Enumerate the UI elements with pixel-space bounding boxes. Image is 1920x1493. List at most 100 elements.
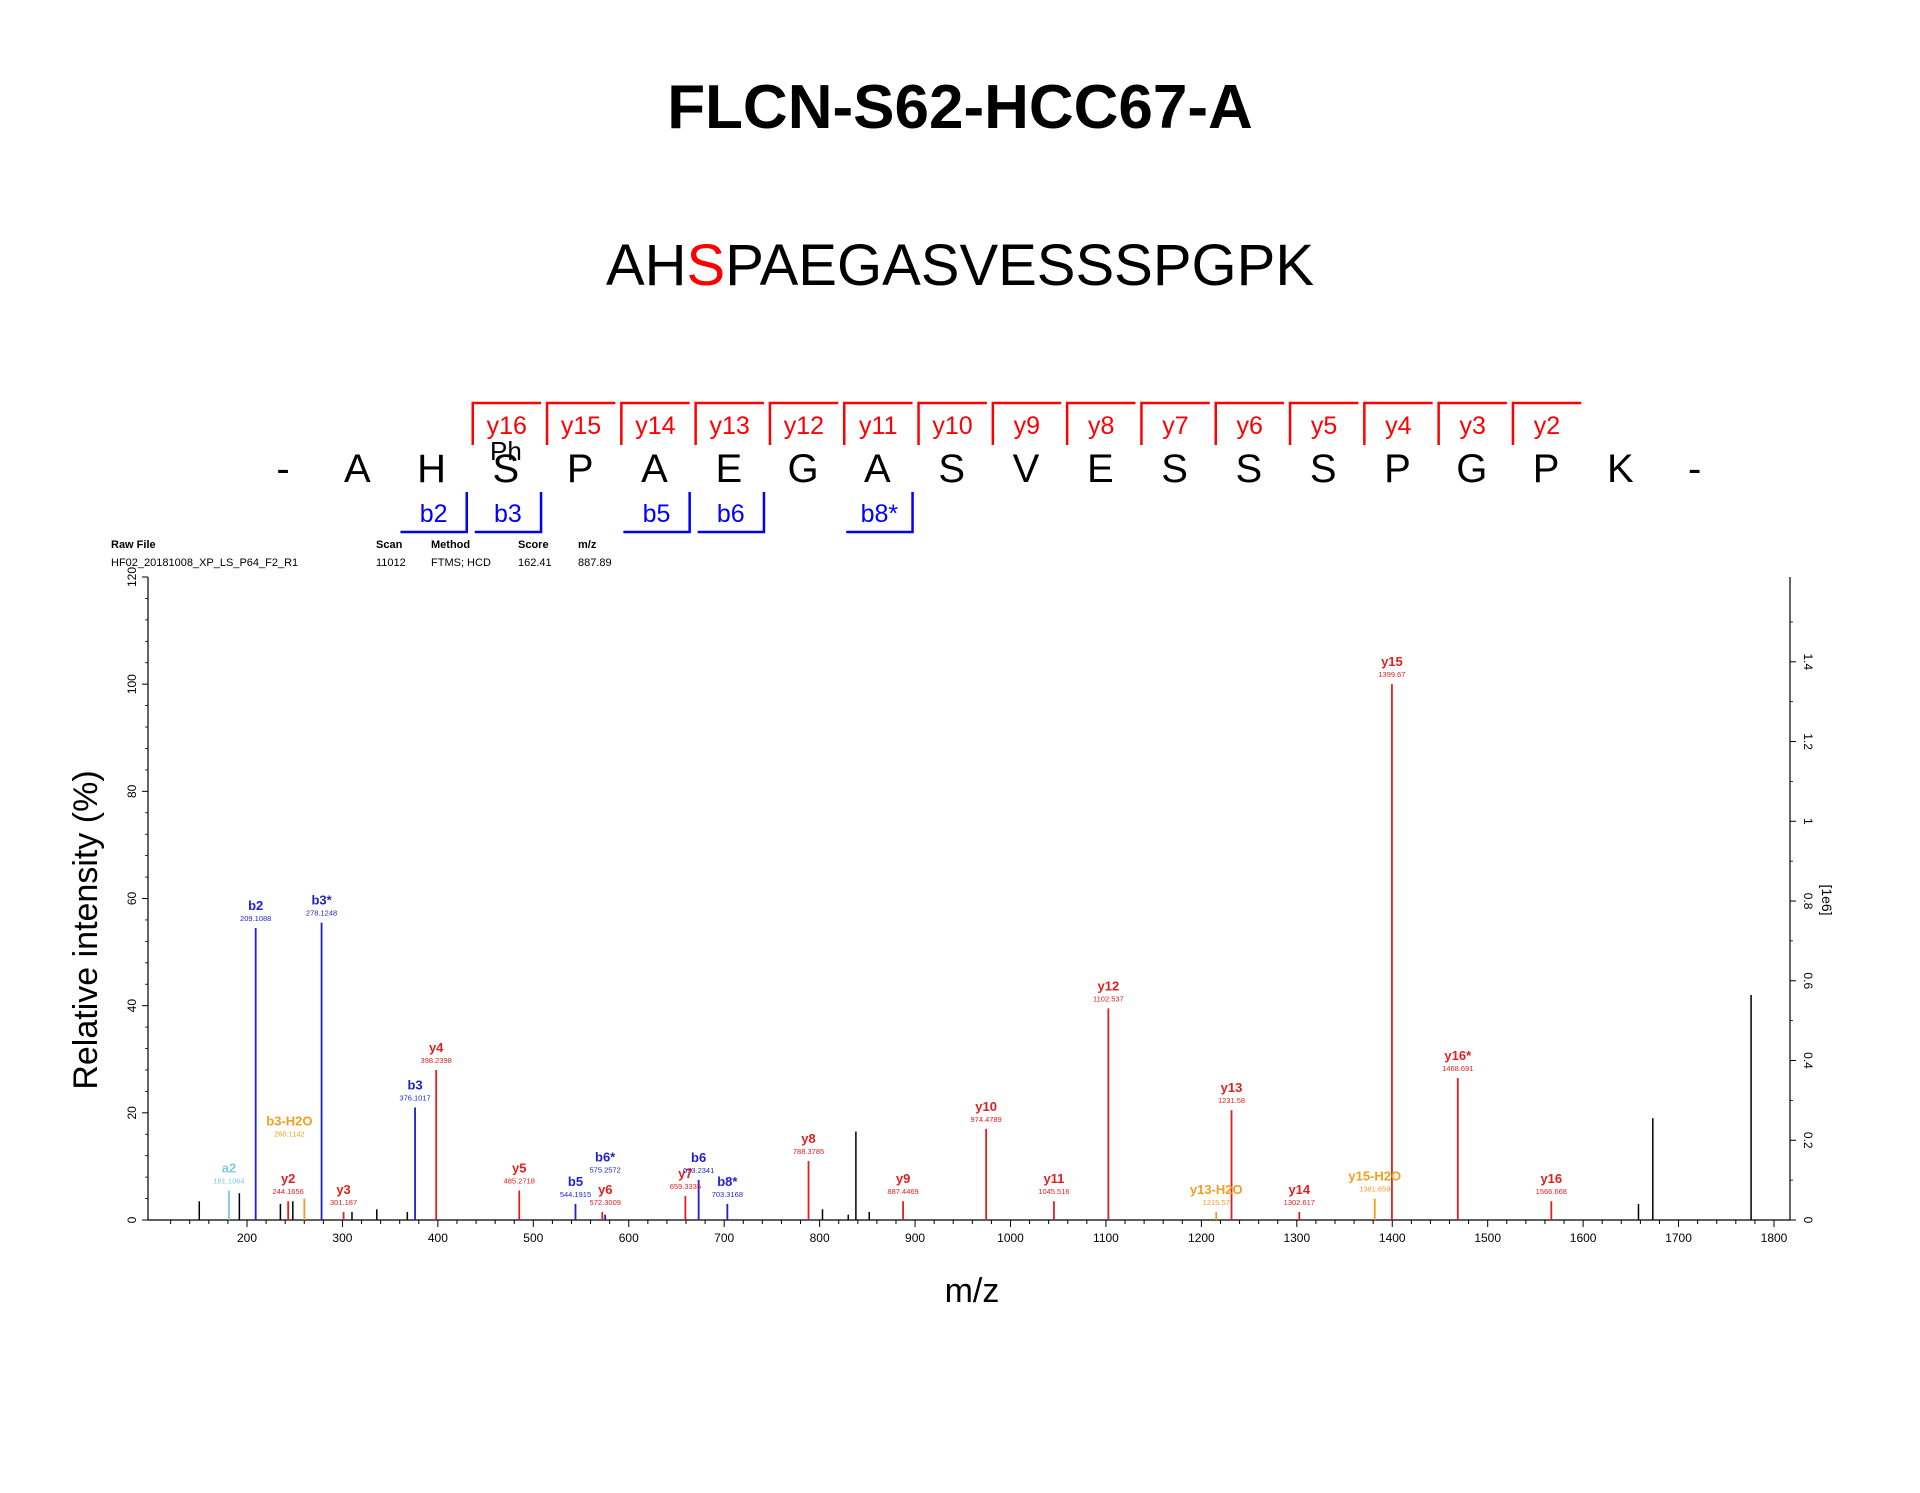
peak-ion-label: y13	[1221, 1080, 1243, 1095]
y-bracket-y5	[1288, 401, 1359, 445]
peak-mass-label: 1566.668	[1536, 1187, 1567, 1196]
y-ion-label-y13: y13	[709, 412, 749, 440]
peak-ion-label: y12	[1098, 978, 1120, 993]
y-ion-label-y5: y5	[1311, 412, 1337, 440]
x-tick-label: 1300	[1283, 1231, 1310, 1245]
peak-ion-label: b3	[407, 1077, 422, 1092]
y-ion-label-y6: y6	[1237, 412, 1263, 440]
x-tick-label: 600	[619, 1231, 639, 1245]
peak-mass-label: 575.2572	[589, 1166, 620, 1175]
sequence-prefix: AH	[605, 233, 687, 298]
peak-mass-label: 1045.516	[1038, 1187, 1069, 1196]
x-tick-label: 400	[428, 1231, 448, 1245]
y-bracket-y9	[991, 401, 1062, 445]
residue-8: A	[864, 447, 891, 491]
page-title: FLCN-S62-HCC67-A	[667, 73, 1253, 142]
y-ion-label-y8: y8	[1088, 412, 1114, 440]
y-bracket-y15	[545, 401, 616, 445]
y-bracket-y3	[1437, 401, 1507, 445]
peak-ion-label: b3*	[311, 893, 332, 908]
y-tick-label: 20	[125, 1106, 139, 1120]
residue-0: -	[276, 447, 289, 491]
residue-14: S	[1310, 447, 1337, 491]
x-axis-title: m/z	[945, 1272, 1000, 1310]
y2-tick-label: 0.2	[1801, 1132, 1815, 1149]
b-bracket-b5	[623, 492, 691, 534]
residue-12: S	[1161, 447, 1188, 491]
y-ion-label-y11: y11	[859, 412, 897, 440]
peak-mass-label: 572.3009	[590, 1198, 621, 1207]
peak-mass-label: 788.3785	[793, 1147, 824, 1156]
peak-mass-label: 1215.57	[1203, 1198, 1230, 1207]
b-bracket-b2	[400, 492, 468, 534]
x-tick-label: 1200	[1188, 1231, 1215, 1245]
y-axis-title: Relative intensity (%)	[67, 770, 105, 1089]
peak-ion-label: a2	[222, 1161, 236, 1176]
y2-tick-label: 0.6	[1801, 972, 1815, 989]
peak-ion-label: b2	[248, 898, 263, 913]
residue-7: G	[788, 447, 819, 491]
peak-ion-label: y15	[1381, 654, 1403, 669]
residue-2: H	[417, 447, 446, 491]
y-ion-label-y12: y12	[784, 412, 824, 440]
residue-9: S	[938, 447, 965, 491]
y-bracket-y2	[1511, 401, 1582, 445]
peak-ion-label: y5	[512, 1161, 526, 1176]
info-mz: 887.89	[578, 557, 612, 569]
peak-mass-label: 1102.537	[1093, 994, 1124, 1003]
x-tick-label: 1000	[997, 1231, 1024, 1245]
chart-axes: 200 300 400 500 600 700 800 900 1000 1100 1200 1300…	[125, 567, 1815, 1245]
y-ion-label-y3: y3	[1459, 412, 1485, 440]
peak-mass-label: 974.4789	[970, 1115, 1001, 1124]
b-ion-label-b6: b6	[717, 500, 745, 528]
y-ion-label-y16: y16	[487, 412, 527, 440]
peak-ion-label: b6*	[595, 1150, 616, 1165]
peak-mass-label: 544.1915	[560, 1190, 591, 1199]
peak-mass-label: 485.2718	[504, 1177, 535, 1186]
peak-mass-label: 278.1248	[306, 909, 337, 918]
residue-1: A	[344, 447, 371, 491]
info-header-raw-file: Raw File	[111, 539, 156, 551]
x-tick-label: 1100	[1093, 1231, 1119, 1245]
y-bracket-y13	[694, 401, 764, 445]
info-method: FTMS; HCD	[431, 557, 491, 569]
y-ion-label-y14: y14	[635, 412, 675, 440]
info-header-mz: m/z	[578, 539, 597, 551]
b-ion-label-b5: b5	[643, 500, 671, 528]
peak-mass-label: 1231.58	[1218, 1096, 1245, 1105]
info-raw-file: HF02_20181008_XP_LS_P64_F2_R1	[111, 557, 298, 569]
b-bracket-b8*	[846, 492, 914, 534]
residue-3: S	[493, 447, 520, 491]
spectrum-info: Raw File Scan Method Score m/z HF02_2018…	[111, 539, 612, 569]
peak-ion-label: y16	[1540, 1171, 1562, 1186]
peak-mass-label: 209.1088	[240, 914, 271, 923]
y-ion-label-y7: y7	[1162, 412, 1188, 440]
peak-ion-label: b8*	[717, 1174, 738, 1189]
y-ion-label-y4: y4	[1385, 412, 1412, 440]
peak-ion-label: b3-H2O	[266, 1114, 312, 1129]
y-bracket-y14	[620, 401, 690, 445]
b-ion-label-b8*: b8*	[861, 500, 899, 528]
x-tick-label: 300	[332, 1231, 352, 1245]
residue-11: E	[1087, 447, 1114, 491]
y-ion-label-y2: y2	[1534, 412, 1560, 440]
peak-ion-label: y6	[598, 1182, 612, 1197]
residue-17: P	[1533, 447, 1560, 491]
b-ion-label-b3: b3	[494, 500, 522, 528]
x-tick-label: 800	[810, 1231, 830, 1245]
y-bracket-y7	[1140, 401, 1210, 445]
peak-mass-label: 260.1142	[274, 1130, 305, 1139]
y-tick-label: 120	[125, 567, 139, 587]
x-tick-label: 1800	[1761, 1231, 1788, 1245]
peak-ion-label: y11	[1043, 1171, 1064, 1186]
peak-mass-label: 301.187	[330, 1198, 357, 1207]
x-tick-label: 900	[905, 1231, 925, 1245]
y2-tick-label: 1.4	[1801, 653, 1815, 670]
y2-tick-label: 1.2	[1801, 733, 1815, 750]
peak-ion-label: y2	[281, 1171, 295, 1186]
x-tick-label: 1500	[1474, 1231, 1501, 1245]
x-tick-label: 700	[714, 1231, 734, 1245]
residue-5: A	[641, 447, 668, 491]
